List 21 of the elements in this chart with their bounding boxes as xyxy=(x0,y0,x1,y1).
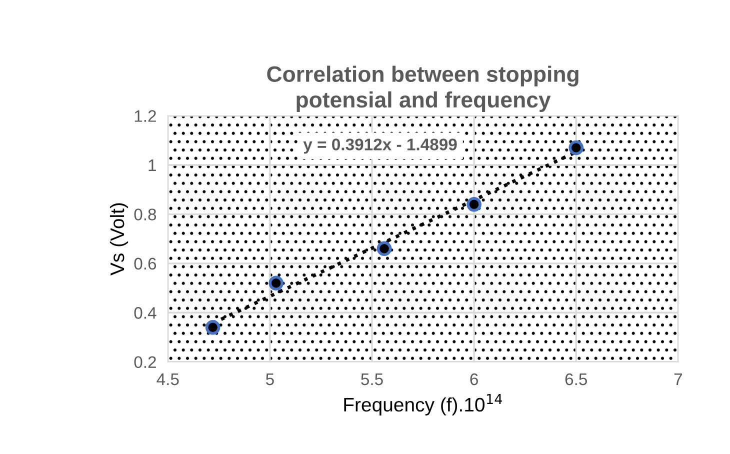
x-tick-label: 6 xyxy=(470,373,478,386)
y-tick-label: 0.8 xyxy=(134,208,156,220)
point xyxy=(268,276,284,290)
x-tick-label: 6.5 xyxy=(565,373,588,386)
y-tick-label: 0.2 xyxy=(134,356,156,368)
chart-title: Correlation between stopping potensial and frequency xyxy=(267,66,578,112)
y-tick-label: 1 xyxy=(148,160,156,172)
point xyxy=(376,241,392,256)
y-axis-title: Vs (Volt) xyxy=(110,203,128,276)
x-tick-label: 7 xyxy=(674,374,682,386)
y-tick-label: 0.4 xyxy=(134,307,156,319)
annotation: y = 0.3912x - 1.4899 xyxy=(303,138,457,154)
x-tick-label: 5.5 xyxy=(361,374,383,386)
point xyxy=(205,320,220,335)
y-tick-label: 1.2 xyxy=(134,110,156,122)
x-tick-label: 5 xyxy=(266,374,274,386)
x-axis-title: Frequency (f).10$^{14}$ xyxy=(344,394,502,416)
x-tick-label: 4.5 xyxy=(156,374,179,386)
point xyxy=(466,196,482,212)
point xyxy=(568,140,584,156)
y-tick-label: 0.6 xyxy=(134,258,156,270)
